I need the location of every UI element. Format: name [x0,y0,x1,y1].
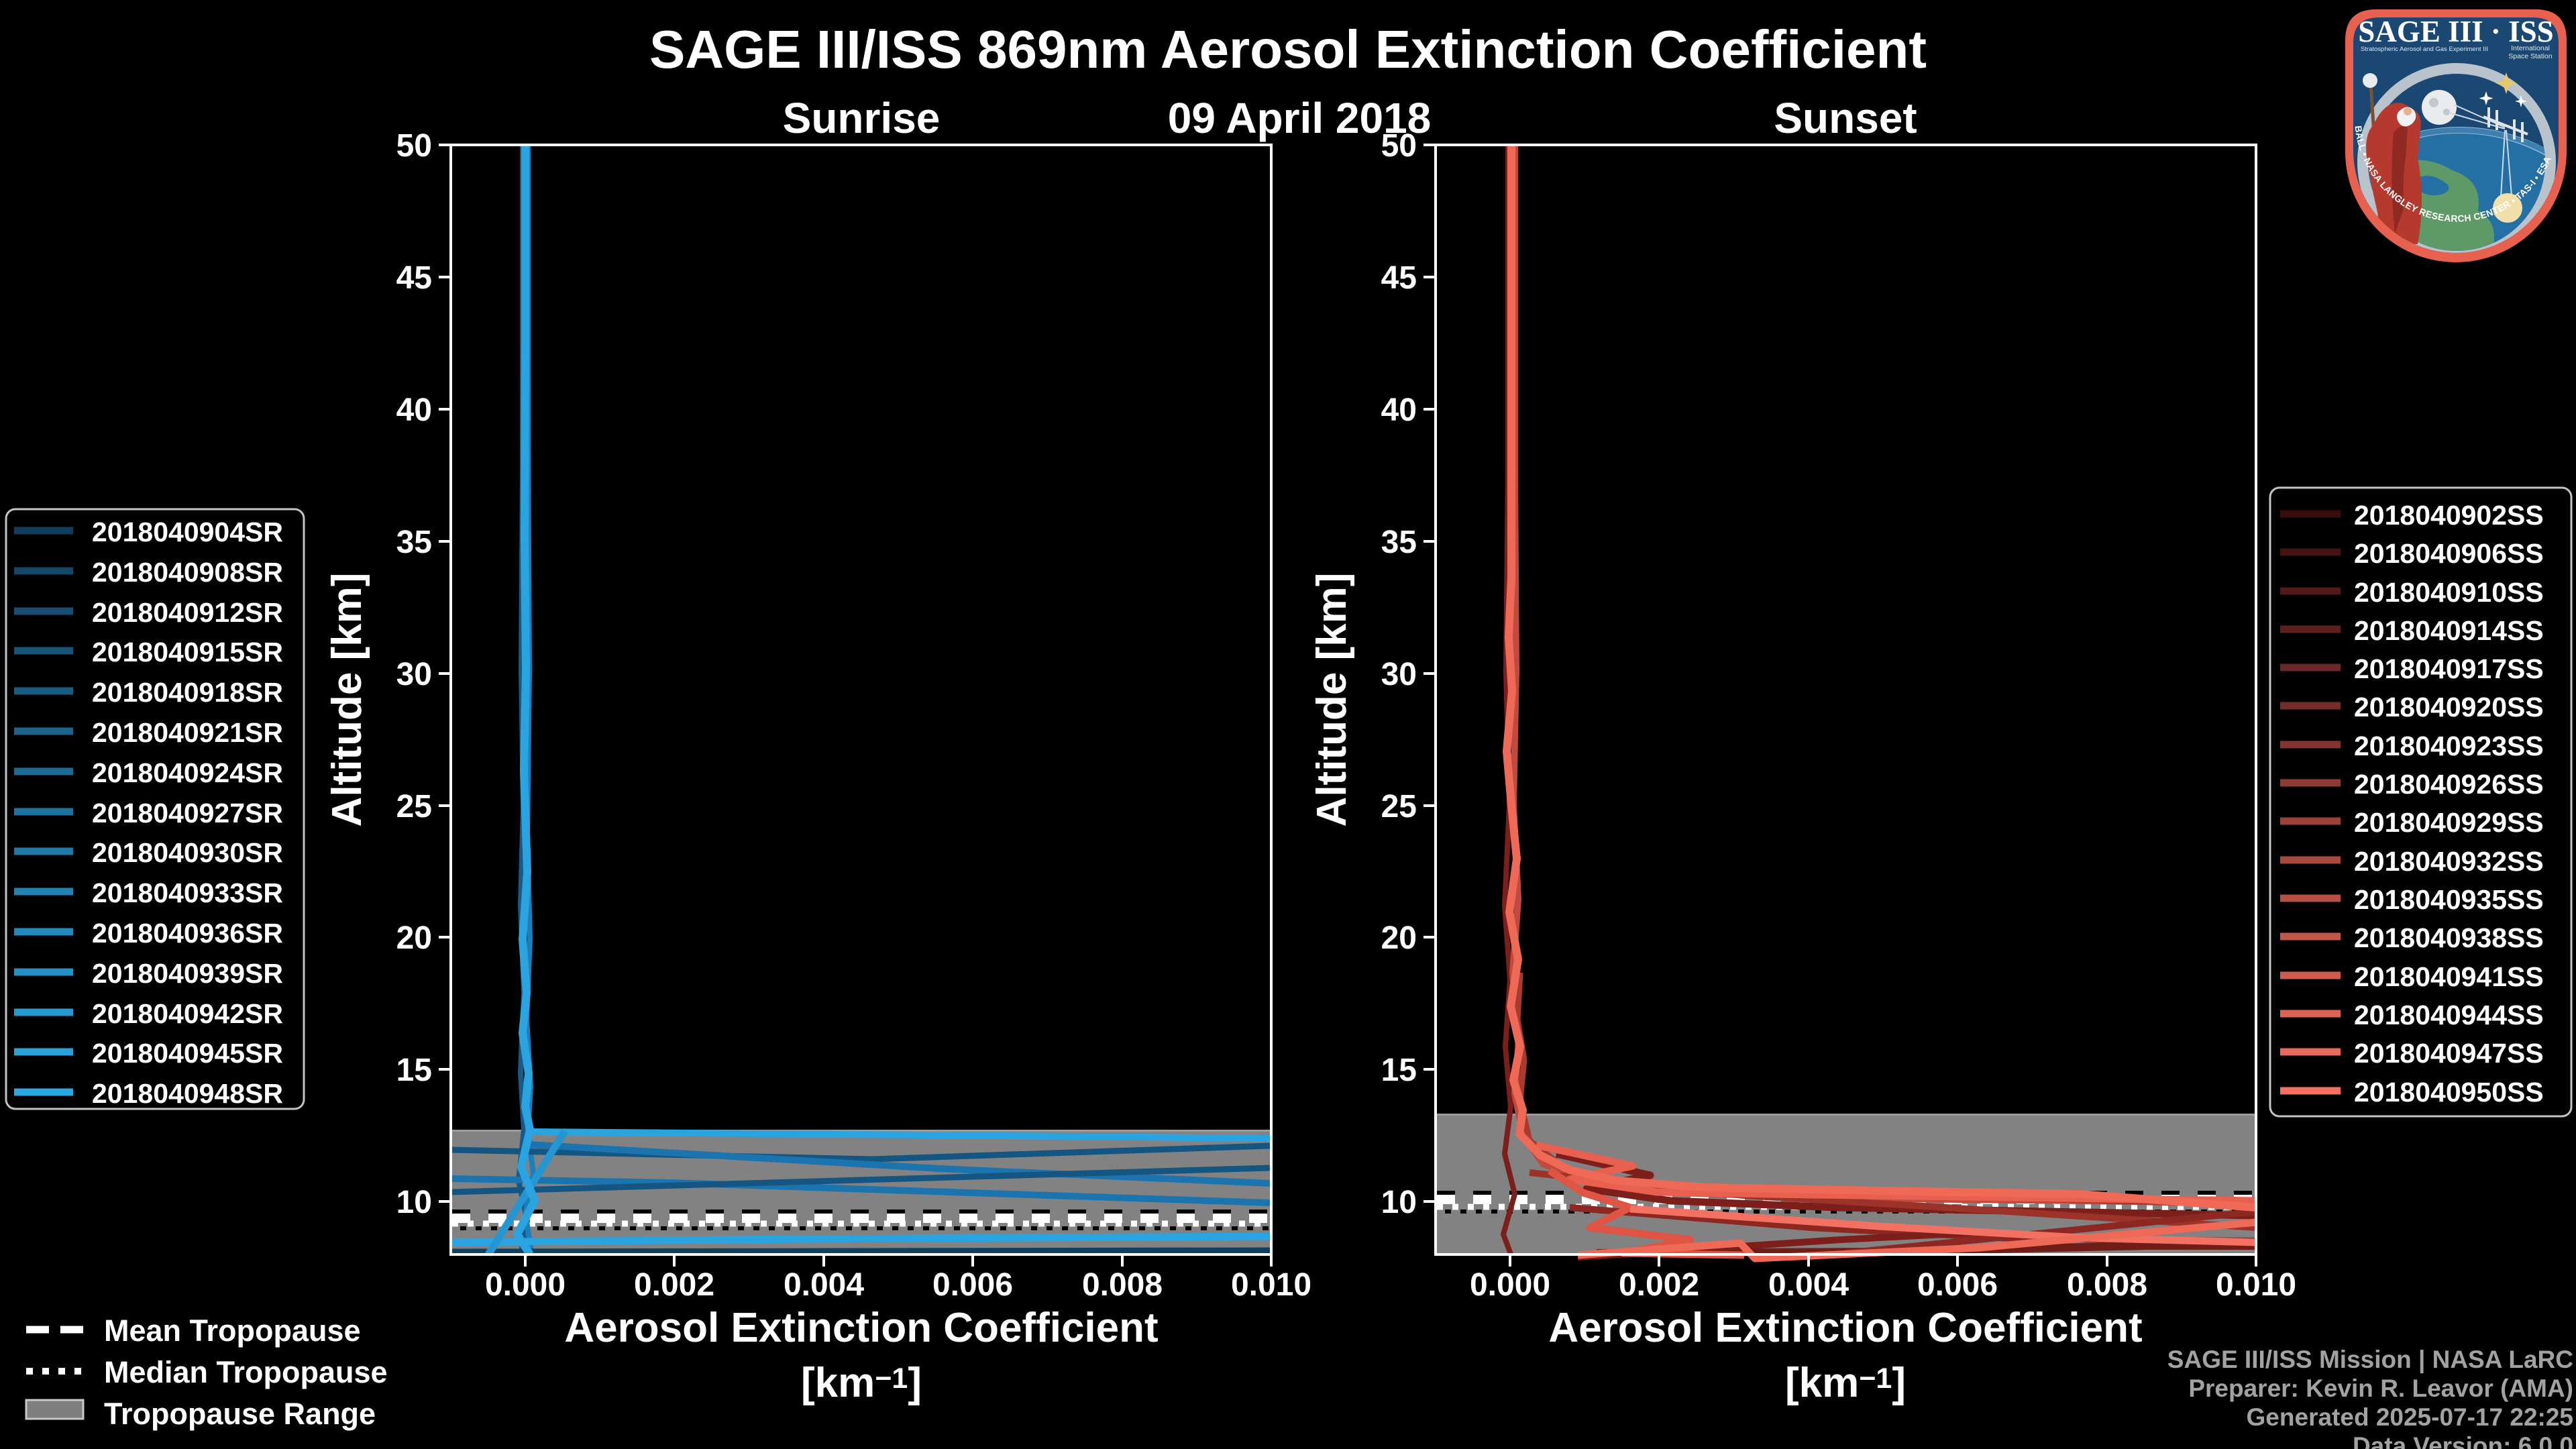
svg-text:0.002: 0.002 [1619,1267,1699,1303]
svg-text:Space Station: Space Station [2508,52,2553,60]
svg-text:25: 25 [1381,789,1417,824]
svg-text:2018040947SS: 2018040947SS [2354,1038,2544,1069]
svg-text:2018040923SS: 2018040923SS [2354,731,2544,761]
svg-text:Preparer: Kevin R. Leavor (AMA: Preparer: Kevin R. Leavor (AMA) [2188,1375,2573,1402]
svg-text:0.000: 0.000 [485,1267,566,1303]
svg-text:45: 45 [396,260,432,296]
svg-text:Sunrise: Sunrise [783,94,941,142]
svg-text:Generated 2025-07-17 22:25: Generated 2025-07-17 22:25 [2247,1403,2573,1431]
svg-text:2018040933SR: 2018040933SR [92,877,283,908]
svg-text:SAGE III/ISS 869nm Aerosol Ext: SAGE III/ISS 869nm Aerosol Extinction Co… [649,19,1927,79]
svg-text:2018040921SR: 2018040921SR [92,717,283,748]
svg-text:15: 15 [1381,1053,1417,1088]
svg-text:2018040920SS: 2018040920SS [2354,692,2544,722]
svg-text:2018040932SS: 2018040932SS [2354,846,2544,877]
svg-text:0.004: 0.004 [1768,1267,1849,1303]
svg-text:2018040944SS: 2018040944SS [2354,1000,2544,1030]
svg-text:2018040950SS: 2018040950SS [2354,1077,2544,1108]
svg-text:Aerosol Extinction Coefficient: Aerosol Extinction Coefficient [564,1305,1158,1351]
svg-text:2018040917SS: 2018040917SS [2354,653,2544,684]
svg-text:2018040929SS: 2018040929SS [2354,807,2544,838]
svg-text:Stratospheric Aerosol and Gas: Stratospheric Aerosol and Gas Experiment… [2361,46,2488,53]
svg-text:40: 40 [1381,392,1417,428]
svg-text:2018040945SR: 2018040945SR [92,1038,283,1069]
svg-text:Altitude [km]: Altitude [km] [1309,573,1355,827]
svg-text:2018040936SR: 2018040936SR [92,918,283,949]
svg-text:35: 35 [1381,525,1417,560]
svg-text:10: 10 [396,1185,432,1220]
svg-text:10: 10 [1381,1185,1417,1220]
svg-text:2018040927SR: 2018040927SR [92,798,283,828]
svg-text:50: 50 [396,128,432,164]
svg-text:2018040942SR: 2018040942SR [92,998,283,1029]
svg-text:0.006: 0.006 [932,1267,1013,1303]
svg-text:2018040915SR: 2018040915SR [92,637,283,667]
svg-text:Tropopause Range: Tropopause Range [104,1397,376,1431]
svg-text:09 April 2018: 09 April 2018 [1168,94,1432,142]
svg-text:International: International [2511,44,2550,52]
svg-text:25: 25 [396,789,432,824]
svg-text:2018040906SS: 2018040906SS [2354,538,2544,569]
svg-text:50: 50 [1381,128,1417,164]
svg-text:0.004: 0.004 [784,1267,864,1303]
svg-text:SAGE III · ISS: SAGE III · ISS [2358,15,2553,48]
svg-text:0.008: 0.008 [2067,1267,2147,1303]
svg-text:0.000: 0.000 [1470,1267,1550,1303]
svg-text:0.010: 0.010 [2216,1267,2296,1303]
svg-text:Sunset: Sunset [1774,94,1917,142]
svg-text:2018040918SR: 2018040918SR [92,677,283,708]
svg-text:2018040938SS: 2018040938SS [2354,922,2544,953]
svg-text:2018040926SS: 2018040926SS [2354,769,2544,800]
svg-text:30: 30 [396,657,432,692]
svg-text:0.008: 0.008 [1082,1267,1163,1303]
svg-text:2018040908SR: 2018040908SR [92,557,283,588]
svg-text:45: 45 [1381,260,1417,296]
svg-text:20: 20 [396,920,432,956]
svg-text:Mean Tropopause: Mean Tropopause [104,1313,361,1348]
svg-text:2018040904SR: 2018040904SR [92,517,283,547]
svg-text:0.010: 0.010 [1231,1267,1311,1303]
svg-text:2018040924SR: 2018040924SR [92,757,283,788]
svg-text:2018040935SS: 2018040935SS [2354,884,2544,915]
svg-text:2018040912SR: 2018040912SR [92,597,283,628]
svg-text:35: 35 [396,525,432,560]
svg-text:Aerosol Extinction Coefficient: Aerosol Extinction Coefficient [1548,1305,2142,1351]
svg-text:2018040939SR: 2018040939SR [92,958,283,989]
svg-text:2018040941SS: 2018040941SS [2354,961,2544,992]
svg-text:15: 15 [396,1053,432,1088]
svg-text:2018040902SS: 2018040902SS [2354,500,2544,531]
svg-text:SAGE III/ISS Mission | NASA La: SAGE III/ISS Mission | NASA LaRC [2167,1346,2573,1374]
svg-text:20: 20 [1381,920,1417,956]
svg-text:40: 40 [396,392,432,428]
svg-text:Data Version: 6.0.0: Data Version: 6.0.0 [2353,1432,2573,1449]
svg-text:0.002: 0.002 [634,1267,714,1303]
svg-text:Altitude [km]: Altitude [km] [324,573,370,827]
svg-text:2018040910SS: 2018040910SS [2354,577,2544,608]
svg-text:2018040930SR: 2018040930SR [92,837,283,868]
svg-text:Median Tropopause: Median Tropopause [104,1355,388,1389]
svg-text:2018040914SS: 2018040914SS [2354,615,2544,646]
svg-text:0.006: 0.006 [1917,1267,1998,1303]
svg-text:30: 30 [1381,657,1417,692]
svg-text:2018040948SR: 2018040948SR [92,1078,283,1109]
